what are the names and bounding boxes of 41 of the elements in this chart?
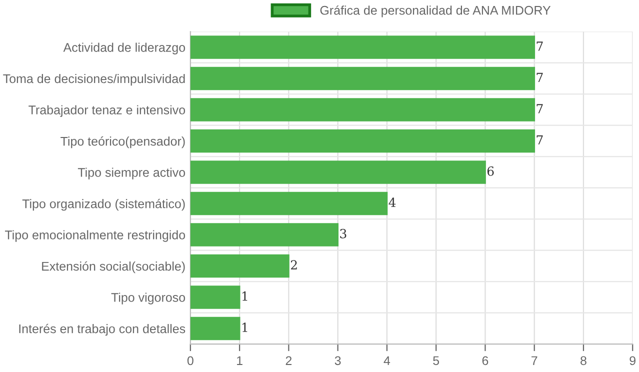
bar	[190, 316, 240, 340]
bar	[190, 192, 388, 216]
y-tick-label: Interés en trabajo con detalles	[19, 324, 186, 336]
data-label: 7	[536, 72, 543, 82]
x-tick-label: 7	[532, 356, 538, 365]
y-tick-label: Extensión social(sociable)	[42, 261, 185, 274]
y-tick-label: Tipo emocionalmente restringido	[4, 230, 186, 242]
y-tick-label: Actividad de liderazgo	[63, 42, 186, 54]
y-tick-label: Tipo siempre activo	[78, 168, 186, 180]
y-tick-label: Toma de decisiones/impulsividad	[3, 74, 185, 86]
data-label: 2	[290, 260, 297, 270]
bar	[190, 98, 536, 122]
bar	[190, 129, 536, 153]
bar	[190, 160, 486, 184]
data-label: 4	[388, 198, 396, 207]
x-tick-label: 6	[482, 356, 488, 366]
x-tick-label: 0	[187, 356, 194, 366]
x-tick-label: 9	[630, 356, 636, 366]
data-label: 6	[487, 166, 494, 176]
bar	[190, 254, 290, 278]
bar	[190, 66, 536, 90]
x-tick-label: 4	[384, 356, 390, 365]
data-label: 7	[536, 135, 543, 144]
x-tick-label: 8	[580, 356, 586, 366]
y-tick-label: Tipo teórico(pensador)	[60, 136, 185, 148]
x-tick-label: 1	[237, 356, 242, 365]
data-label: 1	[242, 291, 248, 301]
data-label: 1	[242, 322, 248, 332]
data-label: 3	[340, 228, 346, 238]
legend-label: Gráfica de personalidad de ANA MIDORY	[320, 5, 551, 18]
y-tick-label: Tipo vigoroso	[111, 292, 186, 304]
data-label: 7	[536, 104, 543, 114]
y-tick-label: Tipo organizado (sistemático)	[22, 198, 185, 211]
x-tick-label: 5	[433, 356, 440, 366]
y-tick-label: Trabajador tenaz e intensivo	[28, 105, 186, 117]
x-tick-label: 2	[286, 356, 292, 365]
bar	[190, 223, 339, 246]
bar	[190, 286, 240, 309]
x-tick-label: 3	[334, 356, 341, 366]
bar	[190, 36, 536, 59]
data-label: 7	[536, 42, 543, 51]
